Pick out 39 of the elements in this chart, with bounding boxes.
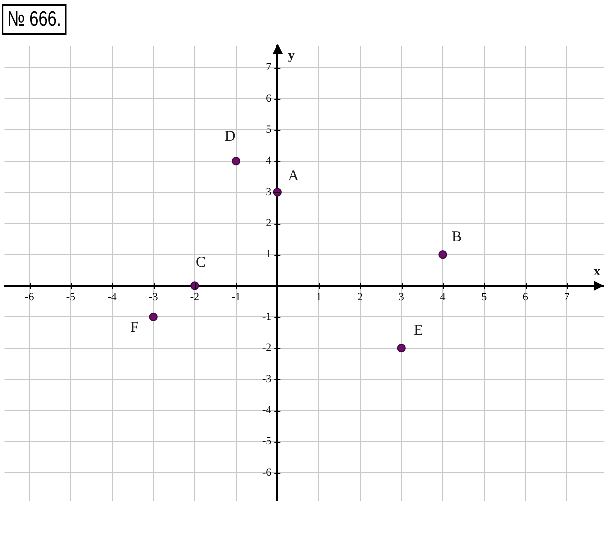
y-tick-label: 2 — [266, 218, 272, 230]
y-tick-label: 4 — [266, 155, 272, 168]
y-tick-label: -3 — [262, 373, 272, 386]
x-tick-label: 7 — [564, 291, 570, 304]
x-tick-label: 1 — [316, 291, 322, 304]
x-tick-label: -2 — [190, 291, 200, 304]
annotation: F — [130, 320, 139, 336]
annotation: D — [224, 129, 236, 146]
y-tick-label: -1 — [262, 311, 272, 324]
y-tick-label: -4 — [262, 404, 272, 417]
y-tick-label: 6 — [266, 92, 272, 105]
point — [232, 157, 241, 166]
y-tick-label: 3 — [266, 186, 272, 198]
y-tick-label: -5 — [262, 436, 272, 448]
x-tick-label: 5 — [482, 291, 488, 304]
x-tick-label: 3 — [398, 291, 405, 304]
point — [149, 312, 158, 322]
x-tick-label: -1 — [232, 291, 241, 304]
point — [397, 344, 406, 353]
x-axis-title: x — [594, 263, 601, 278]
y-tick-label: 5 — [266, 124, 272, 136]
point — [438, 250, 448, 260]
annotation: A — [288, 168, 300, 184]
chart-title: № 666. — [2, 4, 67, 35]
x-tick-label: 4 — [440, 291, 446, 304]
y-axis-title: y — [288, 47, 296, 62]
y-tick-label: -6 — [262, 466, 272, 479]
y-tick-label: -2 — [262, 342, 272, 354]
x-tick-label: -3 — [149, 291, 159, 304]
x-tick-label: -6 — [25, 291, 35, 304]
x-tick-label: 6 — [522, 291, 529, 304]
y-tick-label: 7 — [266, 62, 272, 74]
annotation: C — [196, 254, 206, 271]
annotation: E — [414, 323, 424, 340]
x-tick-label: -4 — [108, 291, 118, 304]
annotation: B — [452, 230, 462, 246]
x-tick-label: 2 — [358, 291, 364, 304]
x-tick-label: -5 — [66, 291, 76, 304]
y-tick-label: 1 — [266, 248, 272, 261]
